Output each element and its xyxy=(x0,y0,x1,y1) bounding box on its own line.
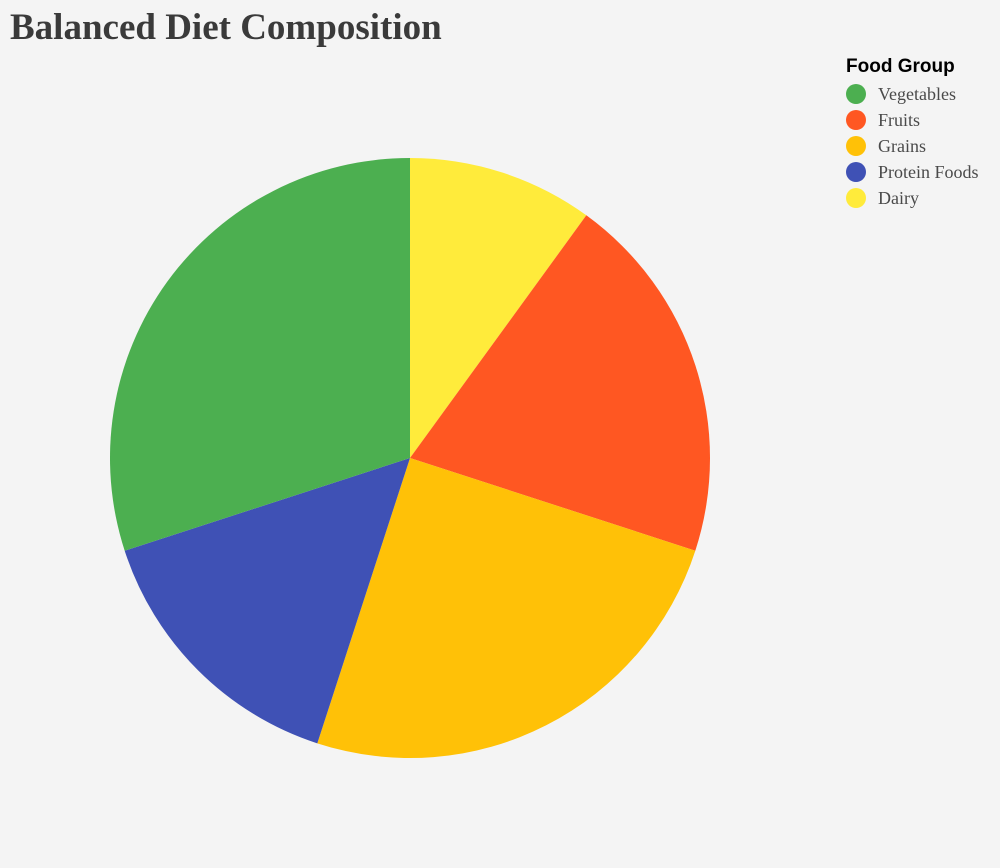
legend-label-protein-foods: Protein Foods xyxy=(878,161,979,182)
legend-items: Vegetables Fruits Grains Protein Foods Dairy xyxy=(846,81,979,211)
legend: Food Group Vegetables Fruits Grains Protein… xyxy=(846,56,979,211)
legend-label-vegetables: Vegetables xyxy=(878,83,956,104)
legend-item-vegetables: Vegetables xyxy=(846,81,979,107)
pie-slice-fruits[interactable] xyxy=(410,215,711,551)
legend-label-fruits: Fruits xyxy=(878,109,921,130)
legend-label-grains: Grains xyxy=(878,135,926,156)
legend-swatch-fruits xyxy=(846,110,866,130)
pie-slice-vegetables[interactable] xyxy=(109,158,411,551)
legend-label-dairy: Dairy xyxy=(878,187,919,208)
legend-swatch-dairy xyxy=(846,188,866,208)
legend-swatch-grains xyxy=(846,136,866,156)
legend-item-dairy: Dairy xyxy=(846,185,979,211)
pie-slice-dairy[interactable] xyxy=(410,158,587,458)
pie-slice-protein-foods[interactable] xyxy=(124,458,411,744)
pie-slice-grains[interactable] xyxy=(317,458,696,759)
legend-item-fruits: Fruits xyxy=(846,107,979,133)
legend-title: Food Group xyxy=(846,56,955,77)
chart-title: Balanced Diet Composition xyxy=(10,7,442,48)
legend-item-protein-foods: Protein Foods xyxy=(846,159,979,185)
legend-item-grains: Grains xyxy=(846,133,979,159)
legend-swatch-vegetables xyxy=(846,84,866,104)
legend-swatch-protein-foods xyxy=(846,162,866,182)
